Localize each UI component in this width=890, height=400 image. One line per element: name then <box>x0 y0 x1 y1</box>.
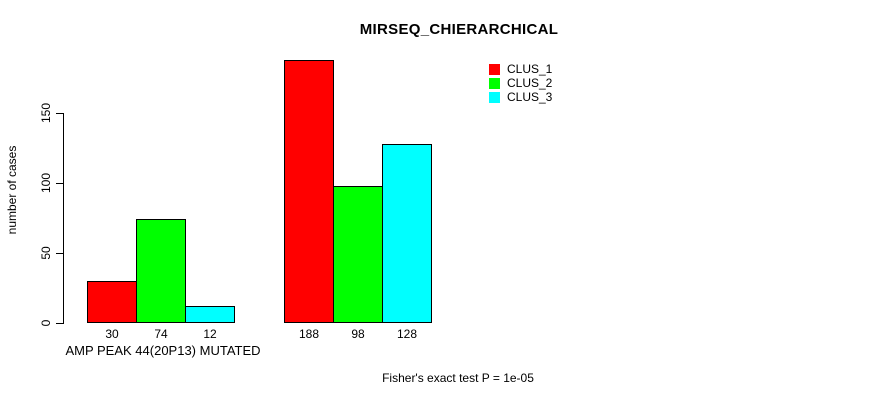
bar-clus_2 <box>136 219 186 323</box>
y-axis-label: number of cases <box>5 145 19 235</box>
y-tick <box>56 113 63 114</box>
y-tick-label: 100 <box>39 172 53 194</box>
legend-entry: CLUS_1 <box>489 62 552 76</box>
bar-value-label: 188 <box>298 327 320 341</box>
bar-group <box>87 219 235 323</box>
y-axis-line <box>63 113 64 324</box>
bar-group <box>284 60 432 323</box>
legend-label: CLUS_2 <box>507 76 553 90</box>
legend-swatch-clus_2 <box>489 77 500 89</box>
legend: CLUS_1 CLUS_2 CLUS_3 <box>489 62 552 104</box>
bar-value-label: 128 <box>396 327 418 341</box>
bar-value-label: 74 <box>154 327 168 341</box>
legend-label: CLUS_1 <box>507 62 553 76</box>
y-tick <box>56 323 63 324</box>
bar-clus_3 <box>382 144 432 323</box>
y-tick <box>56 183 63 184</box>
bar-clus_1 <box>87 281 137 323</box>
y-tick <box>56 253 63 254</box>
y-tick-label: 0 <box>39 319 53 327</box>
legend-swatch-clus_3 <box>489 91 500 103</box>
x-group-label: AMP PEAK 44(20P13) MUTATED <box>65 343 261 358</box>
legend-swatch-clus_1 <box>489 63 500 75</box>
legend-entry: CLUS_2 <box>489 76 552 90</box>
legend-label: CLUS_3 <box>507 90 553 104</box>
bar-value-label: 30 <box>105 327 119 341</box>
bar-clus_1 <box>284 60 334 323</box>
bar-value-label: 98 <box>351 327 365 341</box>
bar-clus_3 <box>185 306 235 323</box>
y-tick-label: 150 <box>39 102 53 124</box>
bar-clus_2 <box>333 186 383 323</box>
legend-entry: CLUS_3 <box>489 90 552 104</box>
chart-title: MIRSEQ_CHIERARCHICAL <box>359 21 559 38</box>
y-tick-label: 50 <box>39 246 53 260</box>
annotation-fishers-test: Fisher's exact test P = 1e-05 <box>382 371 534 385</box>
bar-value-label: 12 <box>203 327 217 341</box>
